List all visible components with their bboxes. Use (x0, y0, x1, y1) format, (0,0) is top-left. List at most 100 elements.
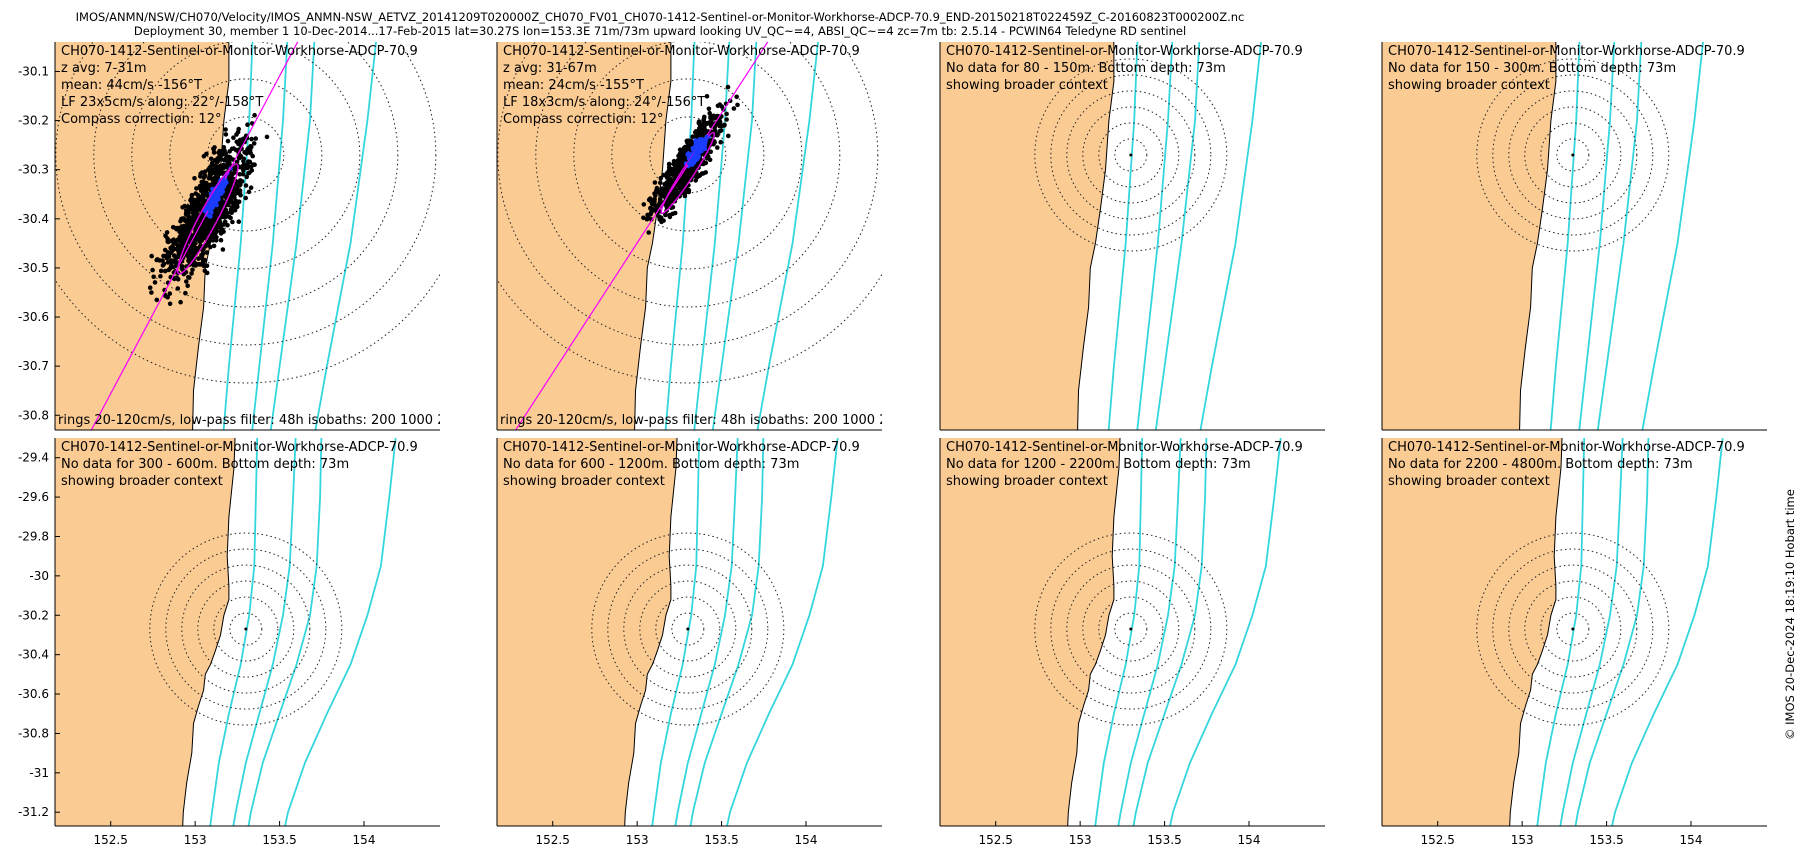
speed-ring-4 (181, 564, 311, 694)
panel-6: 152.5 153 153.5 154 CH070-1412-Sentinel-or-M… (496, 438, 882, 847)
velocity-point (154, 297, 160, 303)
velocity-point (179, 233, 185, 239)
velocity-point (181, 216, 187, 221)
isobath-3 (1132, 438, 1208, 826)
velocity-point (164, 230, 170, 235)
velocity-point (666, 161, 672, 167)
velocity-point (708, 120, 713, 125)
panel-info-line: LF 23x5cm/s along: 22°/-158°T (61, 95, 263, 110)
velocity-point (246, 189, 252, 195)
speed-ring-5 (55, 42, 437, 346)
velocity-point (227, 149, 232, 154)
velocity-point (195, 204, 200, 210)
y-tick-label: -31.2 (18, 805, 49, 819)
velocity-point (220, 247, 226, 252)
velocity-point (211, 167, 217, 173)
panel-1: -30.1 -30.2 -30.3 -30.4 -30.5 -30.6 -30.7 -30.8… (18, 42, 508, 431)
velocity-point (222, 219, 228, 224)
speed-ring-4 (1066, 564, 1196, 694)
velocity-point (694, 174, 699, 179)
velocity-point (217, 148, 222, 154)
isobath-3 (269, 42, 316, 430)
velocity-point (183, 229, 189, 235)
velocity-point (218, 231, 224, 236)
mooring-marker (1571, 153, 1575, 157)
velocity-point (701, 119, 707, 125)
velocity-point (701, 126, 706, 131)
speed-ring-5 (165, 548, 327, 710)
x-tick-label: 153 (1511, 833, 1534, 847)
velocity-point (160, 258, 165, 263)
velocity-point (225, 222, 230, 228)
panel-info-line: Compass correction: 12° (503, 112, 663, 127)
velocity-point (171, 237, 176, 242)
y-tick-label: -30.5 (18, 261, 49, 275)
velocity-point (715, 145, 720, 150)
velocity-point (247, 147, 253, 153)
velocity-point (173, 260, 178, 266)
isobath-2 (251, 42, 289, 430)
isobath-4 (726, 438, 839, 826)
velocity-point (158, 274, 163, 279)
velocity-point (658, 180, 663, 185)
isobath-1 (1094, 438, 1144, 826)
map-area (497, 438, 839, 826)
velocity-point (735, 102, 740, 108)
velocity-point (243, 183, 249, 188)
velocity-point (228, 215, 233, 221)
speed-ring-2 (1098, 122, 1164, 188)
isobath-1 (1549, 42, 1581, 430)
panel-info-line: showing broader context (946, 474, 1108, 489)
velocity-point (202, 169, 208, 174)
velocity-point (175, 277, 181, 282)
variance-ellipse (176, 163, 239, 275)
velocity-point (222, 148, 227, 153)
velocity-point (226, 200, 232, 206)
velocity-point (715, 132, 720, 137)
velocity-point (652, 202, 657, 207)
credit-note: © IMOS 20-Dec-2024 18:19:10 Hobart time (1783, 489, 1797, 740)
panel-title: CH070-1412-Sentinel-or-Monitor-Workhorse… (946, 440, 1303, 455)
velocity-point (190, 198, 195, 204)
velocity-point (189, 246, 194, 251)
velocity-point (641, 215, 646, 221)
velocity-point (225, 138, 231, 144)
velocity-point (718, 139, 723, 145)
panel-footer-text: rings 20-120cm/s, low-pass filter: 48h i… (58, 413, 508, 428)
velocity-point (191, 216, 197, 222)
velocity-point (185, 252, 190, 257)
velocity-point (693, 178, 698, 183)
x-tick-label: 152.5 (979, 833, 1013, 847)
velocity-point (708, 149, 713, 155)
isobath-2 (232, 438, 297, 826)
figure-title-line-2: Deployment 30, member 1 10-Dec-2014...17… (133, 24, 1187, 38)
y-tick-label: -30.8 (18, 726, 49, 740)
isobath-4 (1611, 438, 1724, 826)
velocity-point (151, 274, 156, 280)
y-tick-label: -29.4 (18, 451, 49, 465)
velocity-point (170, 224, 176, 230)
isobath-1 (1536, 438, 1586, 826)
speed-ring-1 (1556, 138, 1590, 172)
panel-5: -29.4 -29.6 -29.8 -30 -30.2 -30.4 -30.6 -30.8 -3… (18, 438, 440, 847)
x-tick-label: 153.5 (262, 833, 296, 847)
isobath-2 (1559, 438, 1624, 826)
land-coastline (940, 438, 1121, 826)
speed-ring-4 (1508, 90, 1638, 220)
isobath-2 (1117, 438, 1182, 826)
velocity-point (661, 172, 667, 178)
velocity-point (664, 188, 670, 194)
velocity-point (703, 170, 708, 175)
velocity-point (690, 134, 695, 139)
velocity-point (196, 256, 201, 261)
velocity-point (219, 167, 224, 173)
velocity-point (230, 191, 236, 196)
y-tick-label: -30.3 (18, 163, 49, 177)
velocity-point (648, 212, 653, 217)
velocity-point (199, 233, 204, 238)
panel-info-line: showing broader context (946, 78, 1108, 93)
velocity-point (686, 173, 691, 178)
velocity-point (218, 200, 224, 205)
velocity-point (724, 111, 729, 117)
velocity-point (228, 210, 234, 215)
